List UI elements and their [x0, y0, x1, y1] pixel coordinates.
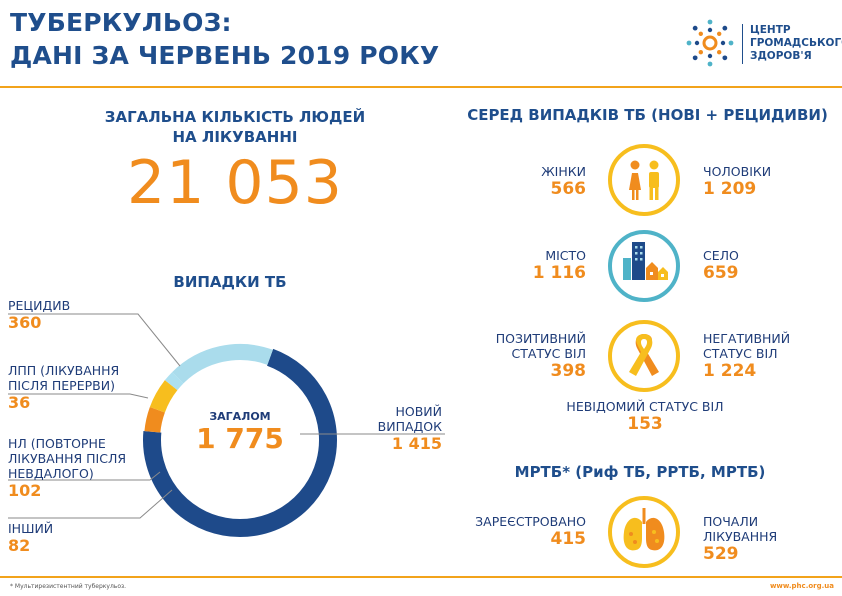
hiv-negative-label-1: НЕГАТИВНИЙ	[703, 331, 791, 346]
segment-nl-label-2: ЛІКУВАННЯ ПІСЛЯ	[8, 451, 127, 466]
donut-segment-nl	[149, 380, 178, 413]
women-stat: ЖІНКИ 566	[486, 164, 586, 199]
logo-line-2: ГРОМАДСЬКОГО	[750, 37, 842, 49]
segment-lpp-label-2: ПІСЛЯ ПЕРЕРВИ)	[8, 378, 115, 393]
segment-lpp-label-1: ЛПП (ЛІКУВАННЯ	[8, 363, 120, 378]
donut-segment-lpp	[164, 372, 184, 391]
segment-new: НОВИЙ ВИПАДОК 1 415	[340, 404, 442, 453]
village-label: СЕЛО	[703, 248, 739, 263]
hiv-positive-value: 398	[550, 361, 587, 381]
mdr-started-value: 529	[703, 544, 739, 564]
leader-other	[8, 489, 173, 519]
segment-nl-label-3: НЕВДАЛОГО)	[8, 466, 94, 481]
breakdown-title: СЕРЕД ВИПАДКІВ ТБ (НОВІ + РЕЦИДИВИ)	[467, 106, 828, 124]
hiv-unknown-stat: НЕВІДОМИЙ СТАТУС ВІЛ 153	[540, 399, 750, 434]
title-line-1: ТУБЕРКУЛЬОЗ:	[10, 8, 232, 37]
leader-recidiv	[8, 313, 181, 367]
segment-other-value: 82	[8, 536, 31, 555]
page-title: ТУБЕРКУЛЬОЗ: ДАНІ ЗА ЧЕРВЕНЬ 2019 РОКУ	[10, 6, 439, 72]
treatment-title-line-2: НА ЛІКУВАННІ	[172, 128, 298, 146]
donut-center: ЗАГАЛОМ 1 775	[190, 410, 290, 455]
village-stat: СЕЛО 659	[703, 248, 823, 283]
segment-new-label-1: НОВИЙ	[395, 404, 442, 419]
header-divider	[0, 86, 842, 88]
city-value: 1 116	[532, 263, 586, 283]
city-stat: МІСТО 1 116	[486, 248, 586, 283]
segment-other: ІНШИЙ 82	[8, 521, 53, 555]
logo-line-3: ЗДОРОВ'Я	[750, 50, 812, 62]
mdr-started-stat: ПОЧАЛИ ЛІКУВАННЯ 529	[703, 514, 833, 564]
hiv-negative-stat: НЕГАТИВНИЙ СТАТУС ВІЛ 1 224	[703, 331, 823, 381]
segment-nl-label-1: НЛ (ПОВТОРНЕ	[8, 436, 106, 451]
segment-other-label: ІНШИЙ	[8, 521, 54, 536]
segment-nl: НЛ (ПОВТОРНЕ ЛІКУВАННЯ ПІСЛЯ НЕВДАЛОГО) …	[8, 436, 126, 500]
segment-recidiv-value: 360	[8, 313, 42, 332]
logo-divider	[742, 24, 743, 64]
donut-total-label: ЗАГАЛОМ	[209, 410, 271, 423]
donut-segment-recidiv	[172, 344, 273, 384]
segment-lpp: ЛПП (ЛІКУВАННЯ ПІСЛЯ ПЕРЕРВИ) 36	[8, 363, 119, 412]
footer-url[interactable]: www.phc.org.ua	[769, 582, 834, 590]
footnote: * Мультирезистентний туберкульоз.	[10, 583, 127, 590]
title-line-2: ДАНІ ЗА ЧЕРВЕНЬ 2019 РОКУ	[10, 41, 440, 70]
segment-nl-value: 102	[8, 481, 42, 500]
women-value: 566	[550, 179, 587, 199]
leader-nl	[8, 471, 161, 481]
donut-segment-new	[143, 348, 337, 537]
logo-mark-icon	[686, 19, 734, 67]
mdr-registered-stat: ЗАРЕЄСТРОВАНО 415	[470, 514, 586, 549]
footer-divider	[0, 576, 842, 578]
men-value: 1 209	[703, 179, 757, 199]
lungs-icon	[608, 496, 680, 568]
hiv-negative-label-2: СТАТУС ВІЛ	[703, 346, 778, 361]
treatment-title-line-1: ЗАГАЛЬНА КІЛЬКІСТЬ ЛЮДЕЙ	[104, 108, 366, 126]
mdr-registered-value: 415	[550, 529, 587, 549]
segment-new-value: 1 415	[391, 434, 442, 453]
cases-donut-chart	[8, 313, 445, 537]
hiv-negative-value: 1 224	[703, 361, 757, 381]
hiv-unknown-value: 153	[627, 414, 663, 434]
gender-icon	[608, 144, 680, 216]
treatment-title: ЗАГАЛЬНА КІЛЬКІСТЬ ЛЮДЕЙ НА ЛІКУВАННІ	[80, 107, 390, 147]
hiv-unknown-label: НЕВІДОМИЙ СТАТУС ВІЛ	[566, 399, 724, 414]
segment-recidiv: РЕЦИДИВ 360	[8, 298, 70, 332]
hiv-positive-label-2: СТАТУС ВІЛ	[511, 346, 586, 361]
treatment-total: 21 053	[127, 148, 343, 218]
donut-total-value: 1 775	[196, 422, 284, 455]
men-label: ЧОЛОВІКИ	[703, 164, 772, 179]
mdr-started-label: ПОЧАЛИ ЛІКУВАННЯ	[703, 514, 778, 544]
men-stat: ЧОЛОВІКИ 1 209	[703, 164, 823, 199]
donut-segment-other	[144, 406, 165, 433]
cases-title: ВИПАДКИ ТБ	[173, 273, 287, 291]
city-label: МІСТО	[545, 248, 586, 263]
leader-lpp	[8, 393, 149, 399]
logo-text: ЦЕНТР ГРОМАДСЬКОГО ЗДОРОВ'Я	[750, 24, 842, 63]
city-village-icon	[608, 230, 680, 302]
hiv-positive-stat: ПОЗИТИВНИЙ СТАТУС ВІЛ 398	[470, 331, 586, 381]
village-value: 659	[703, 263, 739, 283]
women-label: ЖІНКИ	[541, 164, 586, 179]
segment-recidiv-label: РЕЦИДИВ	[8, 298, 71, 313]
mdr-title: МРТБ* (Риф ТБ, РРТБ, МРТБ)	[514, 463, 766, 481]
mdr-registered-label: ЗАРЕЄСТРОВАНО	[475, 514, 586, 529]
hiv-positive-label-1: ПОЗИТИВНИЙ	[495, 331, 586, 346]
logo-line-1: ЦЕНТР	[750, 24, 791, 36]
segment-lpp-value: 36	[8, 393, 31, 412]
hiv-ribbon-icon	[608, 320, 680, 392]
segment-new-label-2: ВИПАДОК	[377, 419, 442, 434]
